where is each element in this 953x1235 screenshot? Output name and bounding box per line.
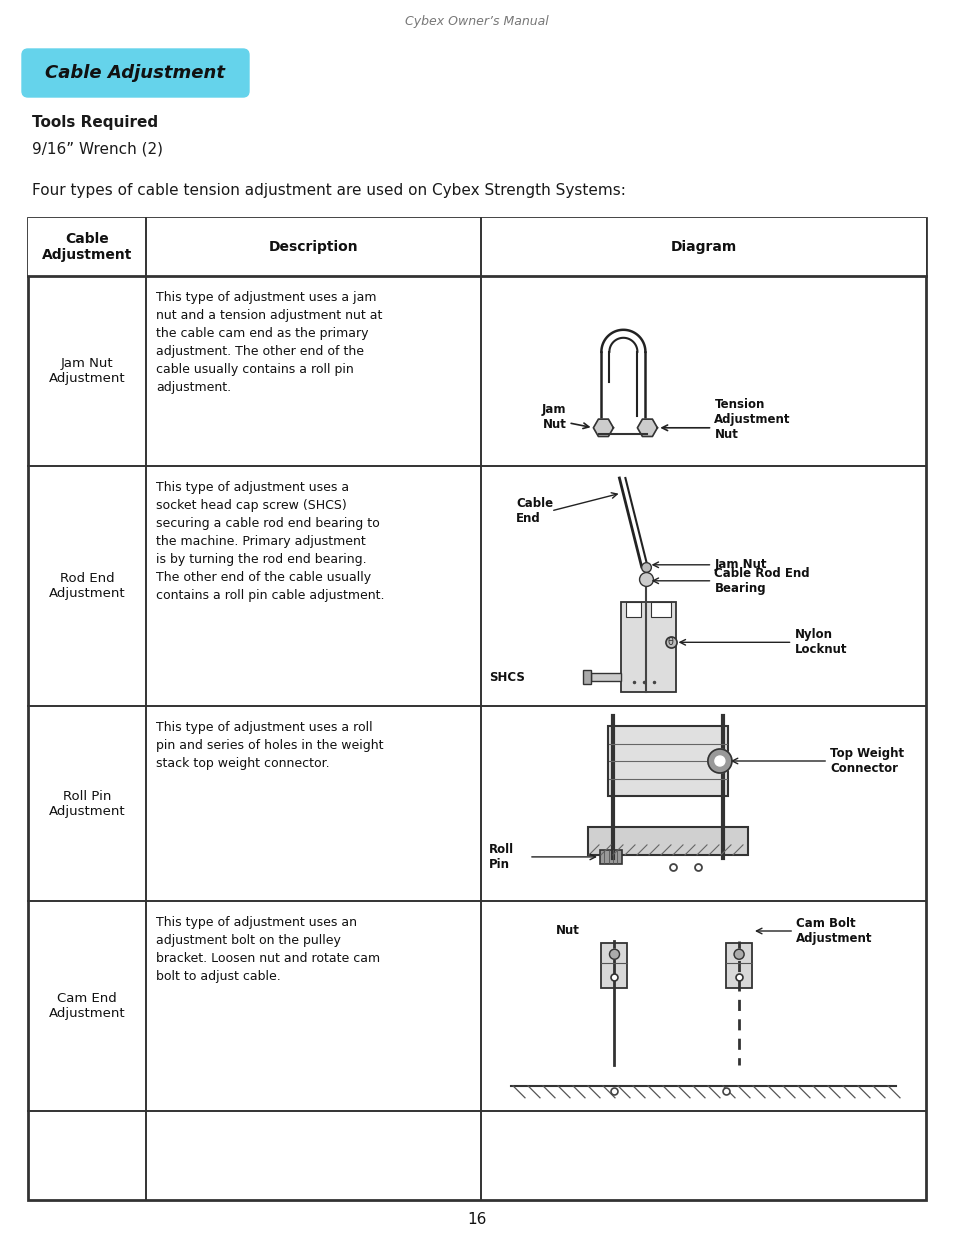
Text: Cam Bolt
Adjustment: Cam Bolt Adjustment [795, 918, 872, 945]
Text: This type of adjustment uses a roll
pin and series of holes in the weight
stack : This type of adjustment uses a roll pin … [156, 721, 383, 769]
Circle shape [733, 950, 743, 960]
Bar [582, 671, 590, 684]
Text: Cable
Adjustment: Cable Adjustment [42, 232, 132, 262]
Text: Cybex Owner’s Manual: Cybex Owner’s Manual [405, 16, 548, 28]
Text: This type of adjustment uses a
socket head cap screw (SHCS)
securing a cable rod: This type of adjustment uses a socket he… [156, 480, 384, 601]
Bar [725, 944, 751, 988]
Text: This type of adjustment uses a jam
nut and a tension adjustment nut at
the cable: This type of adjustment uses a jam nut a… [156, 291, 382, 394]
Text: Cable Rod End
Bearing: Cable Rod End Bearing [714, 567, 809, 595]
Text: 16: 16 [467, 1213, 486, 1228]
Bar [601, 944, 627, 988]
Text: Nut: Nut [555, 925, 578, 937]
Text: Nylon
Locknut: Nylon Locknut [794, 629, 846, 656]
Text: Roll Pin
Adjustment: Roll Pin Adjustment [49, 789, 125, 818]
Text: Cable
End: Cable End [516, 496, 553, 525]
Bar [587, 827, 747, 855]
Text: θ: θ [667, 637, 673, 647]
Text: This type of adjustment uses an
adjustment bolt on the pulley
bracket. Loosen nu: This type of adjustment uses an adjustme… [156, 916, 379, 983]
Text: Rod End
Adjustment: Rod End Adjustment [49, 572, 125, 600]
Text: 9/16” Wrench (2): 9/16” Wrench (2) [32, 142, 163, 157]
Text: Tension
Adjustment
Nut: Tension Adjustment Nut [714, 399, 790, 441]
Text: Roll
Pin: Roll Pin [489, 844, 514, 871]
Bar [590, 673, 620, 682]
Circle shape [714, 756, 724, 766]
Text: Top Weight
Connector: Top Weight Connector [829, 747, 903, 776]
Text: Jam Nut: Jam Nut [714, 558, 766, 572]
Text: SHCS: SHCS [489, 671, 524, 684]
Text: Diagram: Diagram [670, 240, 736, 254]
Polygon shape [593, 419, 613, 436]
Polygon shape [637, 419, 657, 436]
Circle shape [707, 748, 731, 773]
Text: Tools Required: Tools Required [32, 115, 158, 130]
Text: Jam Nut
Adjustment: Jam Nut Adjustment [49, 357, 125, 385]
Text: Four types of cable tension adjustment are used on Cybex Strength Systems:: Four types of cable tension adjustment a… [32, 183, 625, 198]
Text: Jam
Nut: Jam Nut [541, 403, 566, 431]
Text: Description: Description [269, 240, 358, 254]
Bar [28, 219, 925, 275]
Bar [607, 726, 727, 797]
Text: Cam End
Adjustment: Cam End Adjustment [49, 992, 125, 1020]
Bar [625, 601, 640, 616]
Bar [650, 601, 670, 616]
FancyBboxPatch shape [22, 49, 249, 98]
Circle shape [609, 950, 618, 960]
Bar [28, 219, 925, 1200]
Bar [599, 850, 621, 864]
Bar [620, 601, 675, 692]
Text: Cable Adjustment: Cable Adjustment [46, 64, 225, 82]
